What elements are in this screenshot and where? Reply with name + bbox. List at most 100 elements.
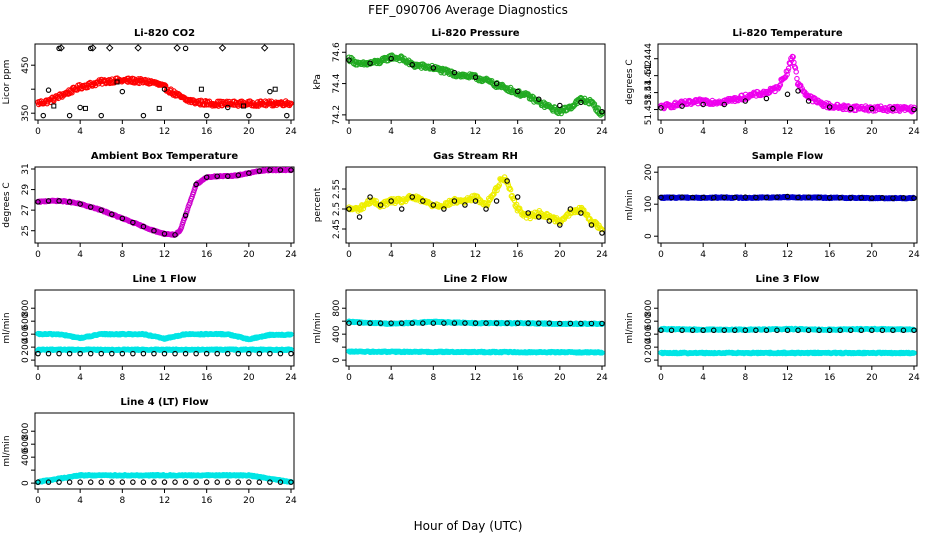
series-avg [346, 55, 605, 115]
data-point [77, 104, 83, 111]
data-point [513, 201, 520, 208]
series-avg [658, 193, 917, 201]
data-point [140, 223, 147, 230]
data-point [346, 320, 352, 326]
x-tick-label: 12 [782, 373, 793, 383]
data-point [225, 104, 231, 111]
data-point [658, 105, 664, 111]
panel-title: Li-820 Pressure [431, 28, 519, 39]
x-tick-label: 20 [243, 127, 255, 137]
y-tick-label: 0 [21, 357, 31, 363]
data-point [346, 57, 352, 63]
data-point [890, 327, 896, 334]
data-point [179, 221, 185, 228]
data-point [409, 194, 415, 200]
data-point [57, 44, 65, 52]
y-tick-label: 29 [21, 184, 31, 196]
y-tick-label: 200 [644, 338, 654, 355]
data-point [156, 105, 162, 111]
y-tick-label: 2.5 [332, 202, 342, 216]
x-tick-label: 24 [908, 250, 920, 260]
data-point [267, 350, 273, 357]
series-sq [51, 79, 278, 111]
data-point [161, 350, 168, 357]
plot-frame [657, 166, 918, 244]
data-point [225, 350, 231, 357]
data-point [496, 182, 503, 188]
y-tick-label: 51.444 [644, 43, 654, 75]
x-tick-label: 0 [346, 127, 352, 137]
data-point [578, 320, 584, 327]
y-tick-label: 450 [21, 56, 31, 73]
data-point [462, 202, 468, 208]
data-point [774, 327, 780, 334]
y-tick-label: 2.55 [332, 179, 342, 199]
x-tick-label: 24 [285, 127, 297, 137]
data-point [77, 350, 83, 357]
data-point [288, 350, 294, 357]
data-point [567, 320, 574, 327]
x-tick-label: 4 [700, 250, 706, 260]
x-tick-label: 12 [159, 127, 170, 137]
data-point [557, 222, 563, 228]
data-point [161, 479, 168, 485]
x-tick-label: 16 [201, 496, 213, 506]
series-flow_low [35, 346, 294, 354]
data-point [151, 227, 157, 234]
data-point [388, 55, 394, 62]
data-point [668, 194, 675, 201]
data-point [267, 88, 273, 95]
x-tick-label: 24 [285, 496, 297, 506]
series-avg [346, 320, 605, 327]
series-all [35, 166, 294, 238]
data-point [98, 207, 105, 213]
data-point [700, 327, 706, 334]
x-tick-label: 8 [742, 127, 748, 137]
data-point [77, 201, 83, 207]
figure-xlabel: Hour of Day (UTC) [414, 519, 523, 533]
data-point [109, 211, 115, 218]
panel-title: Li-820 Temperature [732, 28, 842, 39]
data-point [578, 99, 584, 106]
data-point [134, 44, 142, 52]
data-point [182, 212, 189, 219]
data-point [82, 105, 88, 111]
x-tick-label: 16 [512, 373, 524, 383]
x-tick-label: 20 [554, 373, 566, 383]
data-point [87, 350, 94, 357]
data-point [89, 44, 97, 52]
y-tick-label: 74.4 [332, 73, 342, 93]
data-point [377, 202, 384, 208]
data-point [430, 65, 437, 71]
data-point [119, 88, 126, 95]
data-point [66, 112, 73, 119]
data-point [493, 198, 500, 204]
data-point [753, 194, 759, 201]
panel-title: Gas Stream RH [433, 151, 518, 162]
data-point [161, 231, 168, 237]
data-point [214, 173, 220, 179]
y-tick-label: 27 [21, 204, 31, 215]
x-tick-label: 4 [77, 250, 83, 260]
data-point [441, 206, 447, 212]
data-point [87, 45, 94, 52]
data-point [288, 167, 294, 173]
x-tick-label: 16 [824, 373, 836, 383]
data-point [130, 350, 136, 357]
data-point [826, 104, 833, 110]
y-axis-label: Licor ppm [2, 60, 12, 105]
data-point [193, 181, 199, 188]
data-point [869, 327, 875, 334]
y-tick-label: 51.442 [644, 60, 654, 92]
data-point [588, 320, 595, 327]
data-point [557, 102, 563, 109]
x-tick-label: 16 [512, 127, 524, 137]
data-point [77, 479, 83, 485]
data-point [346, 206, 352, 212]
data-point [900, 195, 907, 201]
